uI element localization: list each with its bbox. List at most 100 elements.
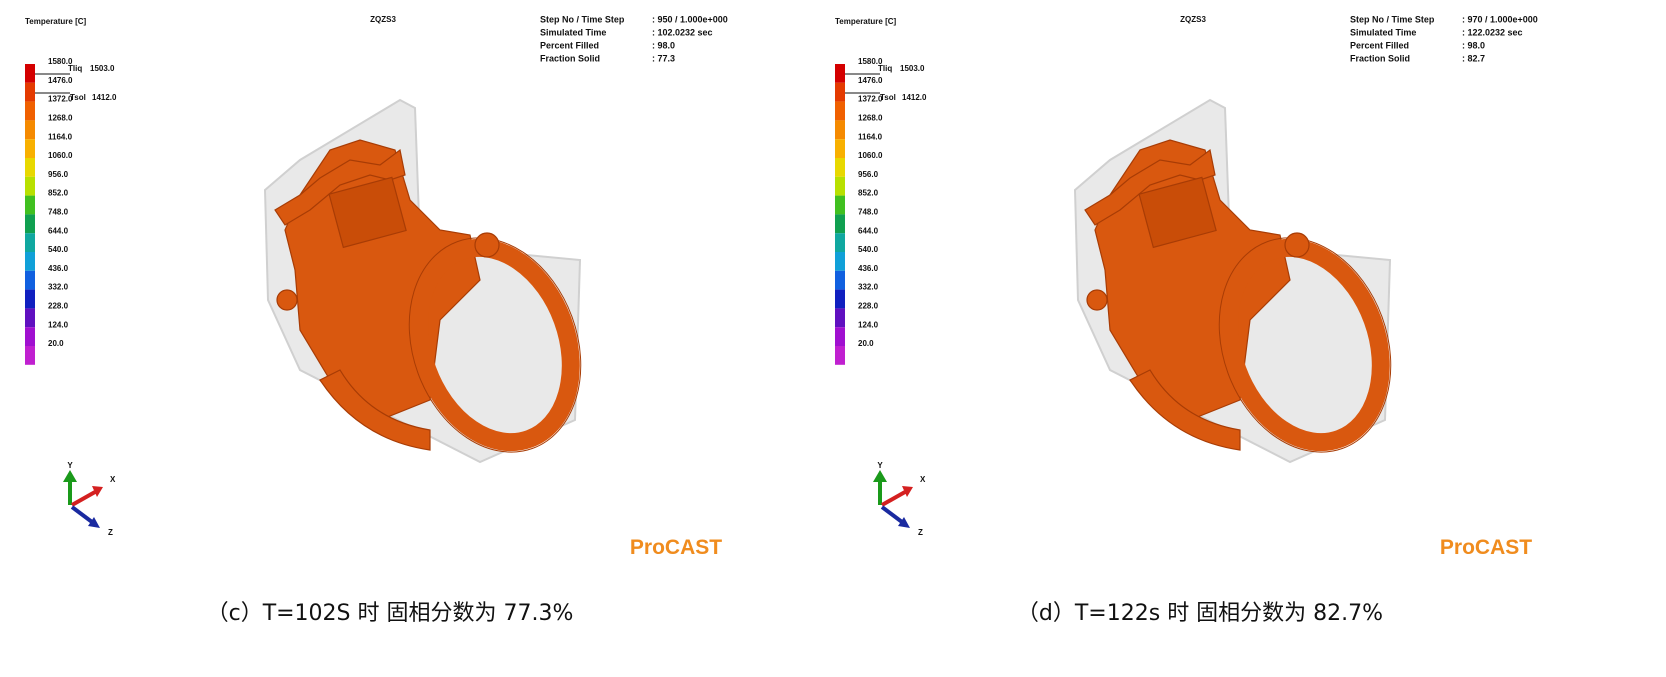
info-value: : 122.0232 sec xyxy=(1462,27,1523,37)
colorbar-segment xyxy=(835,176,845,196)
scale-label: 1164.0 xyxy=(858,132,883,141)
scale-label: 1476.0 xyxy=(48,76,73,85)
axis-x-head xyxy=(92,486,103,497)
casting xyxy=(274,139,582,453)
axis-z-head xyxy=(898,517,910,528)
colorbar-segment xyxy=(835,158,845,177)
caption: （d）T=122s 时 固相分数为 82.7% xyxy=(1017,601,1383,626)
colorbar-segment xyxy=(25,101,35,121)
info-label: Percent Filled xyxy=(1350,40,1409,50)
colorbar-segment xyxy=(25,120,35,140)
info-label: Fraction Solid xyxy=(1350,53,1410,63)
casting-boss xyxy=(276,289,298,311)
scale-label: 332.0 xyxy=(858,283,879,292)
colorbar-segment xyxy=(25,214,35,234)
scale-label: 1060.0 xyxy=(858,151,883,160)
casting-ring-edge xyxy=(408,237,582,453)
info-value: : 970 / 1.000e+000 xyxy=(1462,14,1538,24)
colorbar-segment xyxy=(835,101,845,121)
colorbar-segment xyxy=(835,139,845,158)
scale-label: 748.0 xyxy=(48,208,69,217)
scale-label: 1580.0 xyxy=(858,57,883,66)
colorbar-segment xyxy=(835,195,845,215)
colorbar-segment xyxy=(835,270,845,290)
casting xyxy=(1084,139,1392,453)
colorbar-segment xyxy=(25,64,35,83)
scale-label: 124.0 xyxy=(858,320,879,329)
tliq-value: 1503.0 xyxy=(900,64,925,73)
scale-label: 956.0 xyxy=(858,170,879,179)
scale-label: 1268.0 xyxy=(48,114,73,123)
info-value: : 950 / 1.000e+000 xyxy=(652,14,728,24)
info-label: Step No / Time Step xyxy=(540,14,625,24)
axis-y-head xyxy=(63,470,77,482)
info-value: : 82.7 xyxy=(1462,53,1485,63)
scale-label: 228.0 xyxy=(48,302,69,311)
axis-y-head xyxy=(873,470,887,482)
colorbar-segment xyxy=(25,139,35,158)
caption: （c）T=102S 时 固相分数为 77.3% xyxy=(207,601,574,626)
axis-z-head xyxy=(88,517,100,528)
tliq-value: 1503.0 xyxy=(90,64,115,73)
info-label: Fraction Solid xyxy=(540,53,600,63)
colorbar-segment xyxy=(25,233,35,252)
legend-title: Temperature [C] xyxy=(25,17,87,26)
casting-ring-edge xyxy=(1218,237,1392,453)
model-name: ZQZS3 xyxy=(370,15,396,24)
colorbar-segment xyxy=(25,82,35,102)
colorbar-segment xyxy=(25,158,35,177)
colorbar-segment xyxy=(835,252,845,271)
scale-label: 1580.0 xyxy=(48,57,73,66)
colorbar-segment xyxy=(835,308,845,328)
casting-block xyxy=(1138,176,1217,249)
scale-label: 1268.0 xyxy=(858,114,883,123)
scale-label: 1476.0 xyxy=(858,76,883,85)
scale-label: 748.0 xyxy=(858,208,879,217)
logo: ProCAST xyxy=(630,536,722,559)
casting-top xyxy=(1084,148,1216,226)
scale-label: 20.0 xyxy=(48,339,64,348)
info-label: Step No / Time Step xyxy=(1350,14,1435,24)
info-value: : 98.0 xyxy=(652,40,675,50)
colorbar-segment xyxy=(835,327,845,346)
panel: Temperature [C] ZQZS3 Step No / Time Step:… xyxy=(835,14,1538,626)
legend-title: Temperature [C] xyxy=(835,17,897,26)
tsol-label: Tsol xyxy=(70,93,86,102)
colorbar-segment xyxy=(835,82,845,102)
axis-z xyxy=(70,505,94,524)
tsol-value: 1412.0 xyxy=(902,93,927,102)
colorbar-segment xyxy=(835,214,845,234)
colorbar-segment xyxy=(25,176,35,196)
scale-label: 1372.0 xyxy=(858,95,883,104)
tsol-label: Tsol xyxy=(880,93,896,102)
scale-label: 540.0 xyxy=(858,245,879,254)
info-label: Simulated Time xyxy=(540,27,606,37)
scale-label: 332.0 xyxy=(48,283,69,292)
scale-label: 644.0 xyxy=(858,226,879,235)
axis-label: Z xyxy=(918,528,923,537)
scale-label: 20.0 xyxy=(858,339,874,348)
tliq-label: Tliq xyxy=(878,64,892,73)
scale-label: 644.0 xyxy=(48,226,69,235)
info-value: : 98.0 xyxy=(1462,40,1485,50)
colorbar-segment xyxy=(25,252,35,271)
casting-block xyxy=(328,176,407,249)
scale-label: 1372.0 xyxy=(48,95,73,104)
casting-ring xyxy=(410,238,580,452)
colorbar-segment xyxy=(25,308,35,328)
axis-x xyxy=(71,490,96,507)
casting-ring xyxy=(1220,238,1390,452)
model-name: ZQZS3 xyxy=(1180,15,1206,24)
axis-label: Z xyxy=(108,528,113,537)
colorbar-segment xyxy=(835,120,845,140)
casting-boss xyxy=(1284,232,1310,258)
colorbar-segment xyxy=(835,346,845,365)
colorbar-segment xyxy=(25,289,35,309)
info-label: Simulated Time xyxy=(1350,27,1416,37)
axis-z xyxy=(880,505,904,524)
axis-label: X xyxy=(920,475,926,484)
casting-boss xyxy=(474,232,500,258)
tsol-value: 1412.0 xyxy=(92,93,117,102)
scale-label: 1164.0 xyxy=(48,132,73,141)
